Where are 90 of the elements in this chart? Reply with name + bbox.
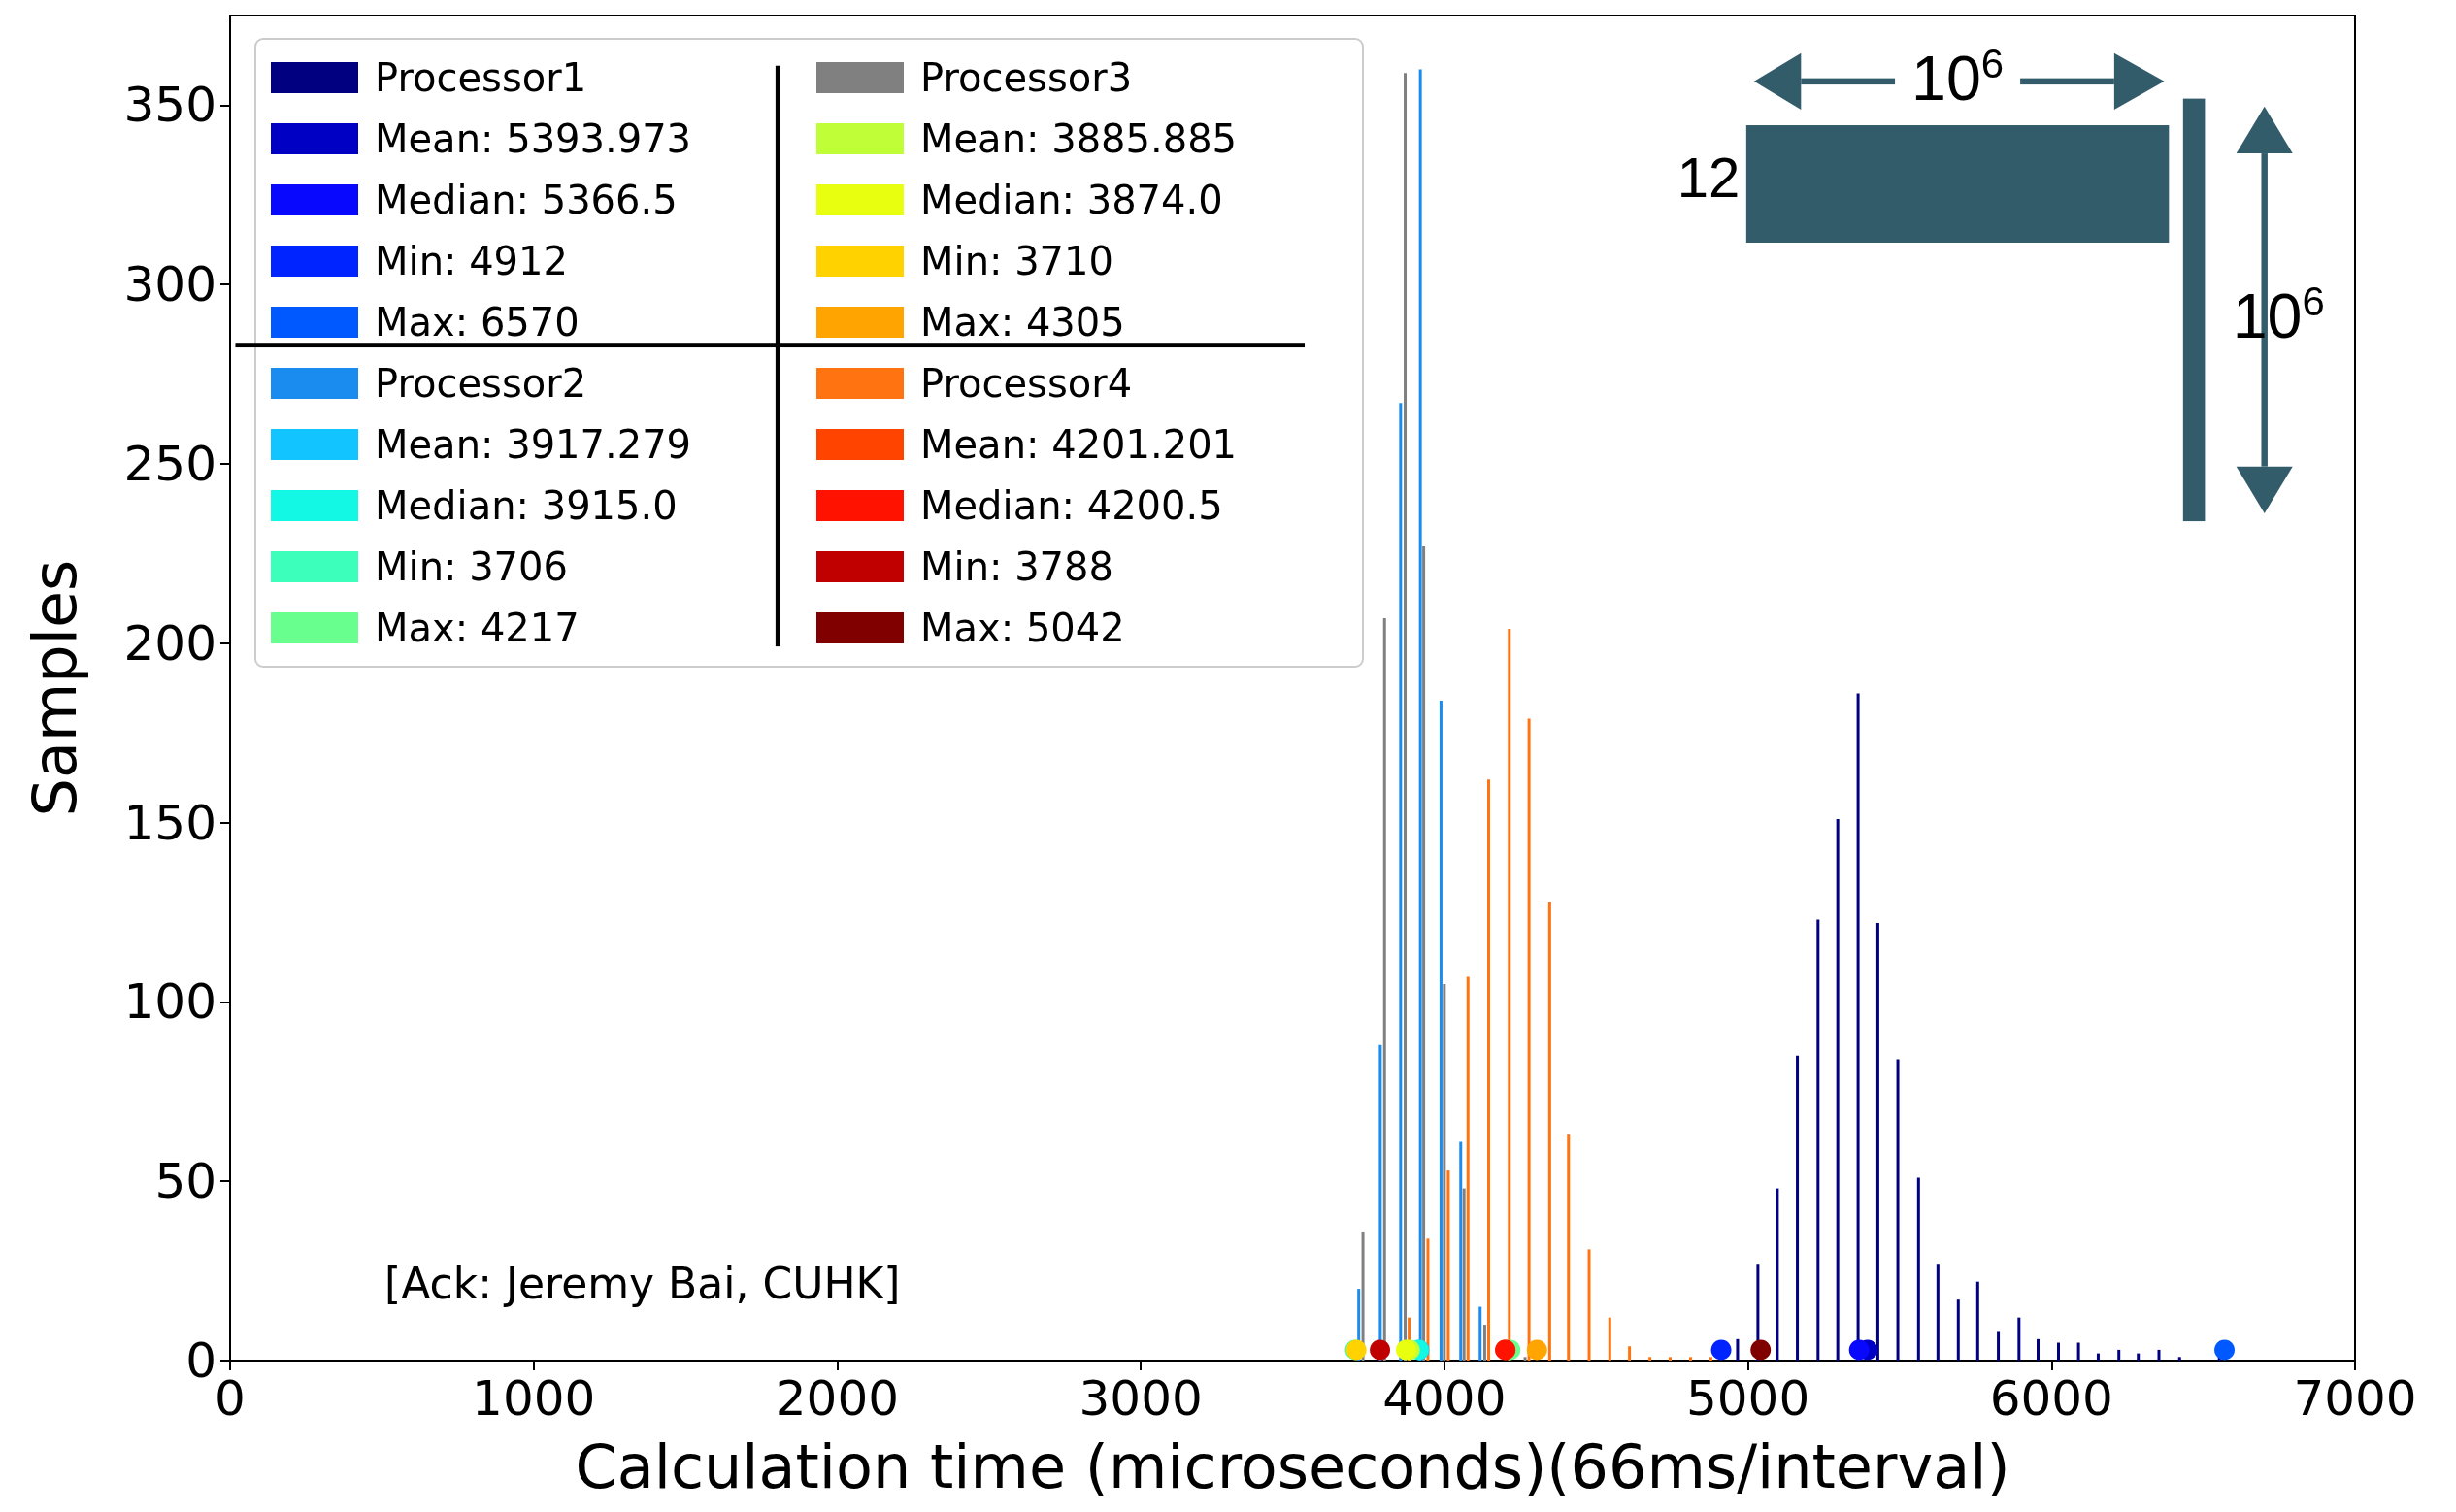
legend-label: Min: 3710 [920, 239, 1113, 283]
bar [1527, 718, 1531, 1361]
bar [1875, 923, 1879, 1361]
bar [1418, 69, 1422, 1361]
bar [1816, 919, 1820, 1361]
bar [1997, 1331, 2001, 1361]
bar [2017, 1317, 2021, 1361]
bar [2157, 1349, 2161, 1361]
legend-label: Median: 4200.5 [920, 483, 1223, 528]
bar [1487, 779, 1491, 1361]
bar [1478, 1306, 1482, 1361]
legend-label: Mean: 5393.973 [375, 116, 692, 161]
bar [1404, 73, 1408, 1361]
bar [1466, 976, 1470, 1361]
x-tick-label: 2000 [775, 1370, 900, 1427]
bar [2076, 1342, 2080, 1361]
bar [1776, 1188, 1779, 1361]
bar [1547, 901, 1551, 1361]
bar [1688, 1357, 1692, 1361]
bar [1587, 1249, 1591, 1361]
y-tick-label: 100 [123, 973, 216, 1031]
bar [1399, 403, 1403, 1361]
bar [1482, 1325, 1486, 1361]
bar [1936, 1264, 1940, 1361]
bar [1446, 1170, 1450, 1361]
legend-label: Max: 5042 [920, 606, 1125, 650]
bar [1422, 546, 1426, 1361]
legend-label: Processor2 [375, 361, 587, 406]
bar [2137, 1353, 2141, 1361]
bar [1426, 1238, 1430, 1361]
bar [1669, 1357, 1673, 1361]
legend-label: Min: 4912 [375, 239, 568, 283]
bar [1439, 700, 1443, 1361]
bar [1608, 1317, 1611, 1361]
bar [1709, 1357, 1712, 1361]
x-tick-label: 7000 [2293, 1370, 2417, 1427]
bar [1648, 1357, 1652, 1361]
annotation: 12 [1676, 146, 1741, 210]
y-axis-title: Samples [18, 559, 90, 817]
legend-label: Mean: 4201.201 [920, 422, 1238, 467]
legend-label: Processor1 [375, 55, 587, 100]
y-tick-label: 250 [123, 436, 216, 492]
legend-label: Max: 4305 [920, 300, 1125, 345]
legend-label: Min: 3706 [375, 544, 568, 589]
bar [1628, 1346, 1632, 1361]
bar [1975, 1281, 1979, 1361]
x-axis-title: Calculation time (microseconds)(66ms/interval) [575, 1430, 2010, 1502]
legend-label: Max: 6570 [375, 300, 580, 345]
y-tick-label: 300 [123, 256, 216, 313]
y-tick-label: 0 [185, 1332, 216, 1389]
bar [1462, 1188, 1466, 1361]
bar [2037, 1338, 2041, 1361]
bar [1378, 1044, 1382, 1361]
x-tick-label: 6000 [1989, 1370, 2113, 1427]
bar [1796, 1055, 1800, 1361]
x-tick-label: 3000 [1079, 1370, 1203, 1427]
legend-label: Max: 4217 [375, 606, 580, 650]
legend-label: Min: 3788 [920, 544, 1113, 589]
y-tick-label: 350 [123, 77, 216, 134]
bar [1836, 818, 1840, 1361]
y-tick-label: 50 [154, 1153, 216, 1210]
bar [2177, 1357, 2181, 1361]
bar [1736, 1338, 1740, 1361]
y-tick-label: 200 [123, 614, 216, 672]
bar [2056, 1342, 2060, 1361]
x-tick-label: 5000 [1685, 1370, 1810, 1427]
bar [1459, 1141, 1463, 1361]
legend-label: Mean: 3885.885 [920, 116, 1238, 161]
x-tick-label: 4000 [1382, 1370, 1507, 1427]
bar [2096, 1353, 2100, 1361]
annotation: 10$^{6}$ [1911, 40, 2005, 115]
legend-label: Median: 3874.0 [920, 178, 1223, 222]
bar [1956, 1299, 1960, 1361]
bar [1567, 1134, 1571, 1361]
x-tick-label: 1000 [472, 1370, 596, 1427]
legend-label: Median: 3915.0 [375, 483, 678, 528]
y-tick-label: 150 [123, 794, 216, 851]
bar [1382, 617, 1386, 1361]
bar [1916, 1177, 1920, 1361]
annotation: [Ack: Jeremy Bai, CUHK] [384, 1258, 901, 1308]
bar [1523, 1357, 1527, 1361]
legend-label: Median: 5366.5 [375, 178, 678, 222]
bar [2117, 1349, 2121, 1361]
bar [1508, 629, 1511, 1361]
legend-label: Processor3 [920, 55, 1133, 100]
bar [1443, 983, 1446, 1361]
legend-label: Mean: 3917.279 [375, 422, 692, 467]
legend-label: Processor4 [920, 361, 1133, 406]
bar [1896, 1059, 1900, 1361]
bar [1856, 693, 1860, 1361]
